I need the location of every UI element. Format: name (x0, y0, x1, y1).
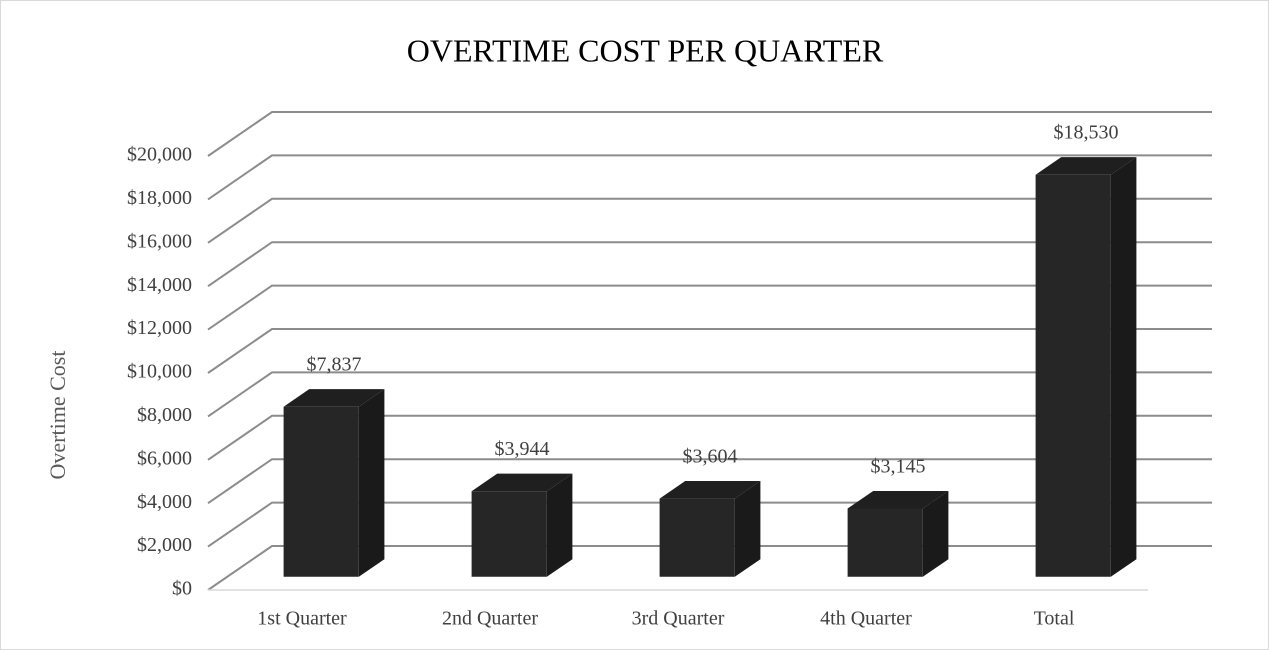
bar-top (659, 480, 761, 499)
data-label: $7,837 (307, 354, 362, 376)
grid-line (207, 328, 1212, 374)
y-tick-label: $12,000 (127, 317, 192, 339)
data-label: $3,145 (871, 455, 926, 477)
bar-front (283, 406, 359, 577)
bar-front (471, 491, 547, 577)
bar-side (358, 389, 385, 577)
x-tick-label: 1st Quarter (257, 608, 347, 630)
bar-front (847, 508, 923, 577)
x-tick-label: 4th Quarter (820, 608, 912, 630)
y-tick-label: $0 (172, 578, 192, 600)
bar-top (1035, 157, 1137, 175)
y-tick-label: $2,000 (137, 534, 192, 556)
grid-line (207, 414, 1212, 461)
data-label: $18,530 (1054, 121, 1119, 143)
bar-top (283, 389, 385, 407)
x-tick-label: 3rd Quarter (632, 608, 725, 630)
data-label: $3,944 (495, 438, 550, 460)
y-tick-label: $14,000 (127, 274, 192, 296)
y-tick-label: $8,000 (137, 404, 192, 426)
grid-line (207, 284, 1212, 331)
y-tick-label: $10,000 (127, 361, 192, 383)
bar-front (1035, 174, 1111, 577)
bar-side (734, 480, 761, 577)
y-tick-label: $20,000 (127, 144, 192, 166)
grid-line (207, 241, 1212, 288)
grid-line (207, 154, 1212, 201)
grid-line (207, 371, 1212, 418)
y-tick-label: $6,000 (137, 447, 192, 469)
y-tick-label: $16,000 (127, 230, 192, 252)
chart-title: OVERTIME COST PER QUARTER (407, 32, 884, 68)
bar-top (471, 473, 573, 492)
grid-line (207, 458, 1212, 505)
bar-side (1110, 157, 1137, 577)
grid-line (207, 111, 1212, 157)
y-axis-label: Overtime Cost (45, 351, 70, 480)
y-tick-label: $18,000 (127, 187, 192, 209)
y-tick-label: $4,000 (137, 491, 192, 513)
x-tick-label: 2nd Quarter (442, 608, 538, 630)
grid-line (207, 197, 1212, 244)
bar-side (922, 490, 949, 577)
bar-side (546, 473, 573, 577)
x-tick-label: Total (1034, 608, 1075, 630)
bar-front (659, 498, 735, 577)
data-label: $3,604 (683, 445, 738, 467)
bar-top (847, 490, 949, 509)
